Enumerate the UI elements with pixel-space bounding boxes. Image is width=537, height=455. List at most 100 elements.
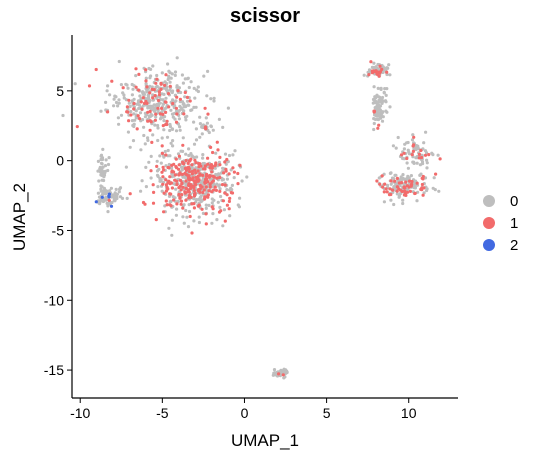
data-point-0 [125, 196, 129, 200]
data-point-1 [201, 190, 205, 195]
data-point-1 [187, 183, 191, 188]
data-point-1 [161, 165, 165, 169]
data-point-0 [383, 99, 388, 103]
data-point-1 [190, 231, 194, 235]
data-point-0 [174, 187, 178, 191]
data-point-1 [127, 98, 131, 102]
data-point-1 [184, 179, 188, 183]
data-point-0 [138, 111, 143, 115]
data-point-1 [160, 106, 164, 110]
data-point-1 [148, 109, 152, 114]
data-point-0 [104, 158, 108, 162]
data-point-0 [103, 164, 108, 168]
data-point-1 [121, 86, 125, 90]
data-point-1 [87, 84, 92, 88]
data-point-0 [181, 136, 185, 140]
data-point-0 [218, 205, 222, 209]
data-point-0 [209, 124, 213, 128]
data-point-0 [376, 117, 381, 122]
data-point-0 [202, 161, 206, 166]
data-point-0 [432, 176, 436, 180]
data-point-1 [409, 184, 413, 188]
data-point-0 [199, 199, 203, 204]
data-point-0 [192, 86, 196, 90]
data-point-1 [369, 60, 373, 64]
data-point-1 [144, 79, 148, 83]
y-tick-label: -5 [52, 222, 65, 238]
data-point-0 [118, 186, 123, 190]
data-point-0 [130, 119, 134, 123]
data-point-0 [128, 145, 132, 149]
data-point-1 [201, 173, 205, 177]
data-point-0 [405, 161, 409, 165]
data-point-0 [193, 96, 197, 100]
data-point-0 [216, 200, 220, 204]
legend-key-2 [483, 239, 495, 251]
data-point-1 [165, 122, 169, 127]
data-point-1 [192, 184, 196, 188]
data-point-1 [421, 177, 425, 181]
data-point-1 [153, 118, 157, 122]
data-point-1 [389, 179, 393, 183]
data-point-0 [139, 97, 143, 101]
data-point-0 [200, 132, 204, 136]
data-point-1 [174, 120, 179, 124]
data-point-0 [204, 192, 208, 196]
data-point-0 [372, 61, 376, 65]
data-point-0 [169, 108, 173, 112]
data-point-0 [185, 215, 189, 219]
legend-key-1 [483, 217, 495, 229]
data-point-0 [171, 139, 175, 143]
data-point-1 [161, 182, 165, 186]
data-point-1 [375, 179, 379, 183]
data-point-1 [151, 183, 155, 187]
data-point-0 [107, 156, 111, 160]
data-point-0 [388, 105, 392, 109]
data-point-1 [186, 161, 190, 165]
data-point-1 [412, 135, 416, 139]
data-point-0 [198, 122, 202, 126]
data-point-0 [373, 117, 377, 121]
data-point-0 [192, 219, 196, 223]
data-point-0 [178, 104, 182, 108]
data-point-1 [174, 106, 178, 110]
data-point-1 [215, 176, 219, 180]
x-tick-label: 10 [401, 405, 417, 421]
data-point-0 [96, 169, 100, 173]
data-point-0 [201, 156, 205, 160]
data-point-0 [367, 68, 372, 72]
data-point-0 [378, 104, 383, 108]
data-point-1 [177, 192, 181, 197]
data-point-1 [208, 185, 212, 189]
data-point-0 [113, 94, 117, 98]
data-point-0 [148, 76, 152, 80]
data-point-0 [152, 108, 156, 113]
data-point-1 [161, 124, 165, 128]
data-point-0 [221, 177, 225, 182]
data-point-0 [430, 151, 434, 155]
data-point-0 [218, 183, 222, 187]
data-point-0 [159, 161, 163, 165]
data-point-1 [393, 179, 397, 183]
data-point-0 [163, 149, 167, 154]
data-point-1 [151, 201, 156, 205]
data-point-0 [175, 84, 179, 88]
data-point-1 [153, 94, 157, 98]
data-point-0 [173, 73, 177, 77]
data-point-0 [138, 94, 142, 98]
data-point-1 [132, 107, 136, 111]
data-point-0 [170, 233, 174, 237]
x-tick-label: -5 [156, 405, 169, 421]
data-point-1 [159, 82, 163, 86]
data-point-1 [179, 199, 184, 203]
data-point-1 [160, 151, 164, 155]
data-point-1 [136, 88, 141, 92]
data-point-0 [160, 189, 164, 193]
data-point-1 [227, 199, 231, 203]
data-point-0 [221, 125, 225, 129]
data-point-0 [402, 157, 406, 161]
data-point-0 [217, 172, 221, 176]
data-point-1 [204, 174, 209, 178]
data-point-1 [162, 210, 166, 214]
